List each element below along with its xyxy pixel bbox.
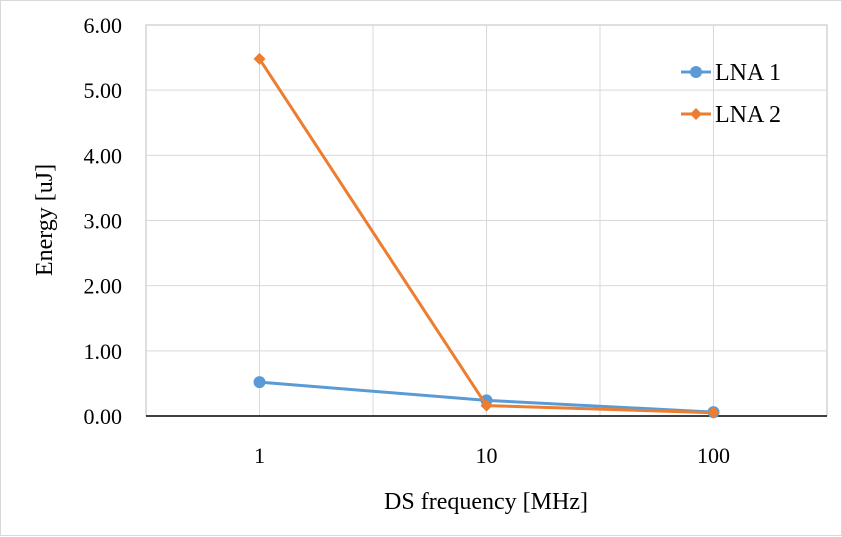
- y-tick-label: 6.00: [84, 13, 123, 38]
- x-tick-label: 100: [697, 443, 730, 468]
- data-point-lna-2: [253, 52, 266, 65]
- y-tick-label: 2.00: [84, 274, 123, 299]
- y-tick-label: 5.00: [84, 78, 123, 103]
- data-point-lna-1: [253, 376, 266, 389]
- legend-label-lna-1: LNA 1: [715, 60, 781, 86]
- data-point-lna-2: [480, 399, 493, 412]
- legend-marker-lna-2: [690, 108, 702, 120]
- y-tick-label: 1.00: [84, 339, 123, 364]
- y-tick-label: 3.00: [84, 209, 123, 234]
- y-tick-label: 4.00: [84, 143, 123, 168]
- legend-item-lna-2: LNA 2: [681, 102, 781, 128]
- y-axis-title: Energy [uJ]: [32, 164, 58, 276]
- y-tick-label: 0.00: [84, 404, 123, 429]
- legend-label-lna-2: LNA 2: [715, 102, 781, 128]
- data-point-lna-2: [707, 406, 720, 419]
- x-axis-title: DS frequency [MHz]: [384, 489, 588, 515]
- x-tick-label: 1: [254, 443, 265, 468]
- x-axis-ticks: 1 10 100: [254, 443, 730, 468]
- series-layer: [253, 52, 720, 419]
- legend: LNA 1 LNA 2: [681, 60, 781, 128]
- x-tick-label: 10: [476, 443, 498, 468]
- y-axis-ticks: 0.00 1.00 2.00 3.00 4.00 5.00 6.00: [84, 13, 123, 429]
- legend-marker-lna-1: [690, 66, 702, 78]
- legend-item-lna-1: LNA 1: [681, 60, 781, 86]
- gridlines: [146, 25, 827, 417]
